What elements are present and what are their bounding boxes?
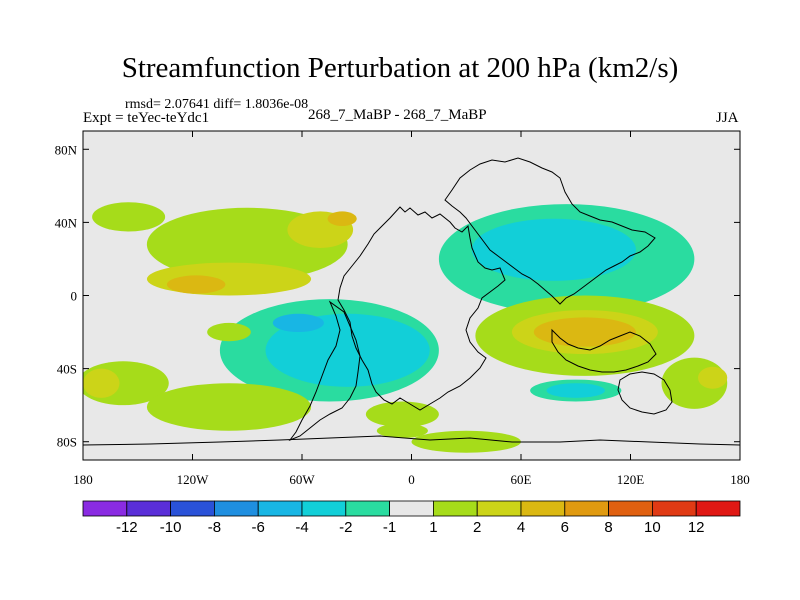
coastline-antarctica bbox=[83, 435, 740, 446]
stats-text: rmsd= 2.07641 diff= 1.8036e-08 bbox=[125, 97, 309, 112]
colorbar-swatch bbox=[389, 500, 434, 517]
colorbar-label: -2 bbox=[339, 519, 352, 536]
x-tick-label: 120W bbox=[177, 472, 210, 487]
y-tick-label: 40N bbox=[55, 215, 78, 230]
colorbar-swatch bbox=[257, 500, 303, 517]
colorbar-swatch bbox=[170, 500, 215, 517]
y-tick-label: 80N bbox=[55, 142, 78, 157]
colorbar-label: -12 bbox=[116, 519, 138, 536]
colorbar-label: -1 bbox=[383, 519, 396, 536]
colorbar-label: -10 bbox=[160, 519, 182, 536]
colorbar-label: -4 bbox=[295, 519, 308, 536]
axis-ticks: 180 120W 60W 0 60E 120E 180 80N 40N 0 40S 80S bbox=[55, 131, 750, 487]
colorbar-label: 4 bbox=[517, 519, 525, 536]
x-tick-label: 60E bbox=[511, 472, 532, 487]
contour-region bbox=[146, 262, 312, 296]
contour-region bbox=[365, 401, 439, 428]
experiment-text: Expt = teYec-teYdc1 bbox=[83, 110, 210, 126]
season-label: JJA bbox=[716, 110, 739, 126]
contour-region bbox=[327, 211, 357, 227]
contour-region bbox=[272, 313, 324, 333]
contour-region bbox=[411, 430, 521, 453]
contour-region bbox=[546, 383, 605, 398]
contour-region bbox=[166, 275, 226, 294]
coastline-south-america bbox=[288, 300, 361, 442]
colorbar-swatch bbox=[608, 500, 653, 517]
chart-title: Streamfunction Perturbation at 200 hPa (… bbox=[121, 52, 679, 84]
colorbar-swatch bbox=[82, 500, 128, 517]
x-tick-label: 120E bbox=[617, 472, 645, 487]
colorbar-label: 10 bbox=[644, 519, 661, 536]
x-tick-label: 180 bbox=[730, 472, 750, 487]
x-tick-label: 60W bbox=[289, 472, 315, 487]
colorbar-label: 8 bbox=[604, 519, 612, 536]
colorbar-swatch bbox=[652, 500, 697, 517]
contour-region bbox=[207, 322, 251, 342]
contour-region bbox=[83, 368, 120, 398]
colorbar-swatch bbox=[126, 500, 172, 517]
x-tick-label: 0 bbox=[408, 472, 415, 487]
contour-region bbox=[698, 366, 728, 389]
colorbar-label: -6 bbox=[252, 519, 265, 536]
contour-region bbox=[146, 383, 312, 431]
colorbar-swatch bbox=[476, 500, 522, 517]
colorbar-swatch bbox=[213, 500, 259, 517]
colorbar-swatch bbox=[301, 500, 347, 517]
coastline-southeast-asia bbox=[551, 328, 657, 373]
colorbar-swatch bbox=[695, 500, 741, 517]
contour-layer bbox=[83, 202, 728, 453]
contour-region bbox=[471, 218, 636, 281]
contour-region bbox=[265, 313, 430, 387]
coastline-africa-europe bbox=[337, 206, 506, 411]
coastline-eurasia bbox=[444, 157, 656, 305]
colorbar: -12 -10 -8 -6 -4 -2 -1 1 2 4 6 8 10 12 bbox=[82, 500, 741, 536]
x-tick-label: 180 bbox=[73, 472, 93, 487]
y-tick-label: 40S bbox=[57, 362, 77, 377]
colorbar-label: 1 bbox=[429, 519, 437, 536]
colorbar-swatch bbox=[345, 500, 390, 517]
comparison-label: 268_7_MaBP - 268_7_MaBP bbox=[308, 107, 487, 123]
colorbar-label: 6 bbox=[561, 519, 569, 536]
contour-region bbox=[92, 202, 166, 232]
coastline-layer bbox=[83, 157, 740, 446]
colorbar-label: -8 bbox=[208, 519, 221, 536]
contour-region bbox=[376, 423, 428, 439]
contour-region bbox=[533, 317, 636, 347]
y-tick-label: 80S bbox=[57, 435, 77, 450]
y-tick-label: 0 bbox=[71, 289, 78, 304]
colorbar-swatch bbox=[564, 500, 609, 517]
colorbar-swatch bbox=[520, 500, 566, 517]
colorbar-label: 12 bbox=[688, 519, 705, 536]
colorbar-label: 2 bbox=[473, 519, 481, 536]
colorbar-swatch bbox=[432, 500, 478, 517]
coastline-australia bbox=[617, 371, 673, 415]
